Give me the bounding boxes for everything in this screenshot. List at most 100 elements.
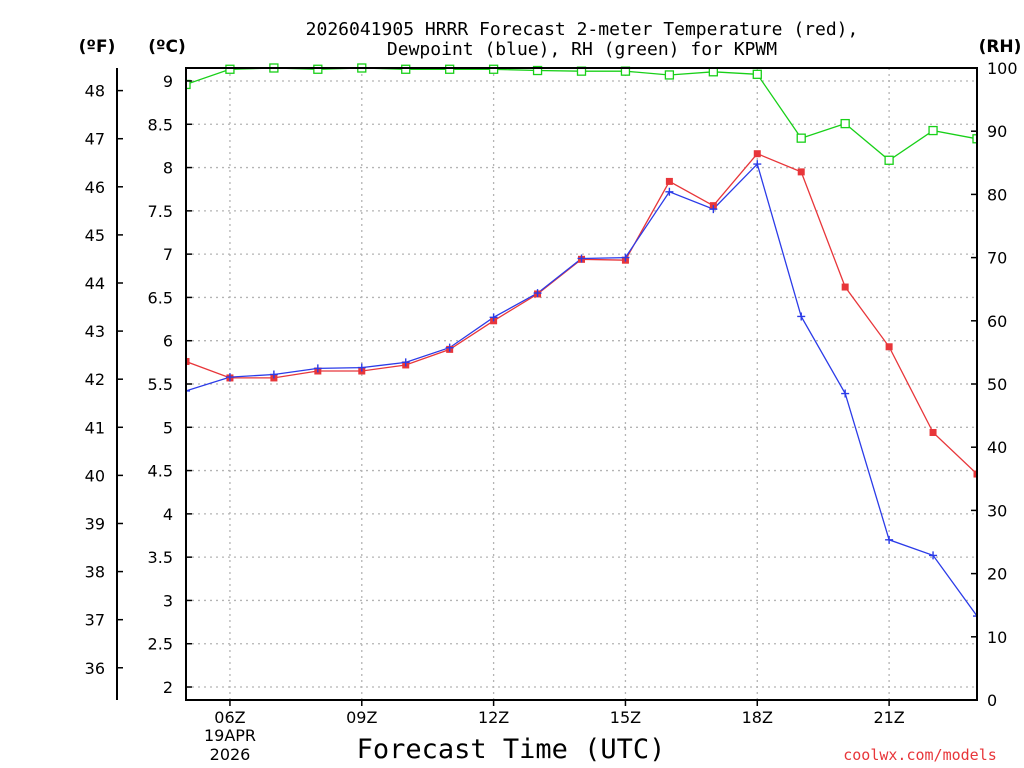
- rh-point-19z: [796, 133, 806, 143]
- temp-point-19z: [797, 168, 805, 176]
- rh-tick-label: 0: [987, 691, 997, 710]
- celsius-tick-label: 7: [163, 245, 173, 264]
- rh-point-12z: [488, 64, 499, 74]
- dew-point-20z: [841, 389, 850, 398]
- celsius-tick-label: 3.5: [148, 548, 173, 567]
- x-tick-label: 06Z: [214, 708, 245, 727]
- celsius-tick-label: 2: [163, 678, 173, 697]
- celsius-tick-label: 6.5: [148, 288, 173, 307]
- markers-layer: [186, 63, 977, 621]
- rh-axis-unit: (RH): [979, 37, 1022, 57]
- fahrenheit-tick-label: 48: [85, 82, 105, 101]
- rh-point-05z: [186, 79, 191, 90]
- rh-tick-label: 70: [987, 249, 1007, 268]
- fahrenheit-tick-label: 37: [85, 611, 105, 630]
- rh-tick-label: 40: [987, 438, 1007, 457]
- rh-tick-label: 60: [987, 312, 1007, 331]
- dew-point-13z: [533, 289, 542, 298]
- rh-point-23z: [972, 134, 977, 144]
- credit-link[interactable]: coolwx.com/models: [843, 746, 997, 764]
- rh-point-06z: [225, 64, 235, 74]
- fahrenheit-tick-label: 41: [85, 418, 105, 437]
- celsius-tick-label: 5: [163, 418, 173, 437]
- dew-point-23z: [973, 612, 977, 621]
- rh-point-21z: [884, 155, 894, 165]
- fahrenheit-tick-label: 44: [85, 274, 105, 293]
- dew-point-09z: [357, 363, 366, 372]
- dew-point-12z: [489, 313, 498, 322]
- chart-title-line2: Dewpoint (blue), RH (green) for KPWM: [387, 39, 777, 60]
- dew-point-21z: [885, 535, 894, 544]
- rh-series-line: [186, 67, 977, 162]
- fahrenheit-tick-label: 40: [85, 466, 105, 485]
- grid-lines: [186, 68, 977, 700]
- rh-point-16z: [664, 70, 675, 80]
- x-tick-label: 09Z: [346, 708, 377, 727]
- x-tick-label: 15Z: [610, 708, 641, 727]
- temp-point-05z: [186, 357, 190, 365]
- dew-point-16z: [665, 187, 674, 196]
- rh-tick-label: 10: [987, 628, 1007, 647]
- dew-point-17z: [709, 205, 718, 214]
- dew-point-18z: [753, 160, 762, 169]
- rh-point-11z: [445, 64, 455, 74]
- dew-point-19z: [797, 312, 806, 321]
- celsius-tick-label: 5.5: [148, 375, 173, 394]
- temp-point-21z: [885, 343, 893, 351]
- celsius-tick-label: 9: [163, 72, 173, 91]
- fahrenheit-tick-label: 39: [85, 514, 105, 533]
- dew-point-10z: [401, 358, 410, 367]
- rh-tick-label: 20: [987, 565, 1007, 584]
- dew-point-08z: [313, 364, 322, 373]
- fahrenheit-tick-label: 42: [85, 370, 105, 389]
- rh-tick-label: 90: [987, 122, 1007, 141]
- x-tick-label: 12Z: [478, 708, 509, 727]
- series-layer: [186, 67, 977, 617]
- axis-tick-labels: 06Z 09Z 12Z 15Z 18Z 21Z 2 2.5 3 3.5 4 4.5 5 5.5 6 6.5 7 7…: [85, 59, 1018, 727]
- celsius-tick-label: 6: [163, 332, 173, 351]
- fahrenheit-axis-unit: (ºF): [79, 37, 116, 57]
- rh-tick-label: 50: [987, 375, 1007, 394]
- celsius-tick-label: 8.5: [148, 115, 173, 134]
- fahrenheit-tick-label: 36: [85, 659, 105, 678]
- dew-point-15z: [621, 253, 630, 262]
- x-axis-title: Forecast Time (UTC): [357, 734, 666, 765]
- celsius-tick-label: 7.5: [148, 202, 173, 221]
- rh-point-10z: [401, 64, 411, 74]
- celsius-tick-label: 8: [163, 159, 173, 178]
- x-tick-label: 21Z: [873, 708, 904, 727]
- rh-tick-label: 30: [987, 501, 1007, 520]
- rh-tick-label: 100: [987, 59, 1018, 78]
- temp-point-20z: [841, 283, 849, 291]
- celsius-tick-label: 4: [163, 505, 173, 524]
- celsius-tick-label: 4.5: [148, 462, 173, 481]
- celsius-tick-label: 2.5: [148, 635, 173, 654]
- rh-point-18z: [752, 69, 762, 79]
- temp-series-line: [186, 152, 977, 475]
- date-label-year: 2026: [210, 745, 251, 764]
- dew-point-05z: [186, 386, 190, 395]
- dew-point-06z: [225, 373, 234, 382]
- date-label-day: 19APR: [204, 726, 256, 745]
- axis-ticks: [117, 67, 977, 706]
- rh-point-13z: [532, 65, 543, 76]
- celsius-axis-unit: (ºC): [148, 37, 186, 57]
- rh-point-08z: [313, 64, 323, 74]
- dew-point-14z: [577, 254, 586, 263]
- fahrenheit-tick-label: 38: [85, 563, 105, 582]
- dew-series-line: [186, 162, 977, 617]
- rh-tick-label: 80: [987, 185, 1007, 204]
- x-tick-label: 18Z: [742, 708, 773, 727]
- temp-point-16z: [665, 177, 673, 185]
- rh-point-20z: [840, 118, 850, 129]
- celsius-tick-label: 3: [163, 591, 173, 610]
- fahrenheit-tick-label: 45: [85, 226, 105, 245]
- dew-point-22z: [929, 551, 938, 560]
- temp-point-23z: [973, 470, 977, 478]
- dew-point-07z: [269, 370, 278, 379]
- temp-point-18z: [753, 150, 761, 158]
- chart-title-line1: 2026041905 HRRR Forecast 2-meter Tempera…: [306, 19, 859, 40]
- rh-point-22z: [928, 125, 938, 136]
- fahrenheit-tick-label: 43: [85, 322, 105, 341]
